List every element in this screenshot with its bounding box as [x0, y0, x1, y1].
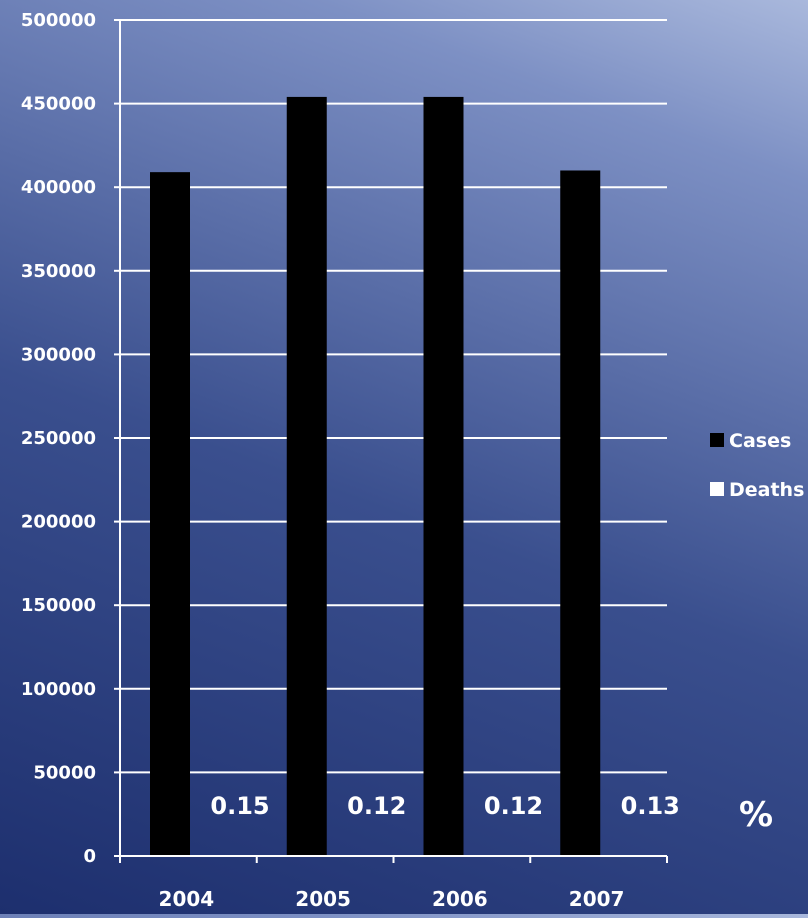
- y-tick-label: 250000: [21, 428, 96, 449]
- death-rate-label: 0.12: [484, 792, 543, 820]
- bar-cases-2005: [286, 96, 327, 857]
- axes: [114, 19, 668, 863]
- bar-cases-2004: [150, 172, 190, 857]
- bar-cases-2007: [560, 170, 601, 857]
- death-rate-label: 0.15: [210, 792, 269, 820]
- y-tick-label: 300000: [21, 344, 96, 365]
- y-tick-label: 0: [83, 846, 96, 867]
- y-tick-label: 500000: [21, 10, 96, 31]
- legend-label-cases: Cases: [729, 430, 791, 452]
- gridlines: [120, 19, 667, 774]
- labels: 0 50000 100000 150000 200000 250000 300000 3500…: [21, 10, 773, 911]
- legend-swatch-deaths: [710, 482, 724, 496]
- x-tick-label: 2005: [295, 887, 351, 911]
- y-tick-label: 150000: [21, 595, 96, 616]
- x-tick-label: 2004: [159, 887, 215, 911]
- legend-swatch-cases: [710, 433, 724, 447]
- x-tick-label: 2007: [569, 887, 625, 911]
- x-tick-label: 2006: [432, 887, 488, 911]
- y-tick-label: 200000: [21, 512, 96, 533]
- death-rate-label: 0.12: [347, 792, 406, 820]
- bar-cases-2006: [423, 96, 464, 857]
- y-tick-label: 450000: [21, 94, 96, 115]
- bars: [150, 96, 601, 857]
- y-tick-label: 100000: [21, 679, 96, 700]
- y-tick-label: 50000: [33, 762, 96, 783]
- y-tick-label: 400000: [21, 177, 96, 198]
- death-rate-label: 0.13: [621, 792, 680, 820]
- legend: Cases Deaths: [710, 430, 804, 501]
- y-tick-label: 350000: [21, 261, 96, 282]
- legend-label-deaths: Deaths: [729, 479, 804, 501]
- percent-unit-label: %: [739, 795, 773, 835]
